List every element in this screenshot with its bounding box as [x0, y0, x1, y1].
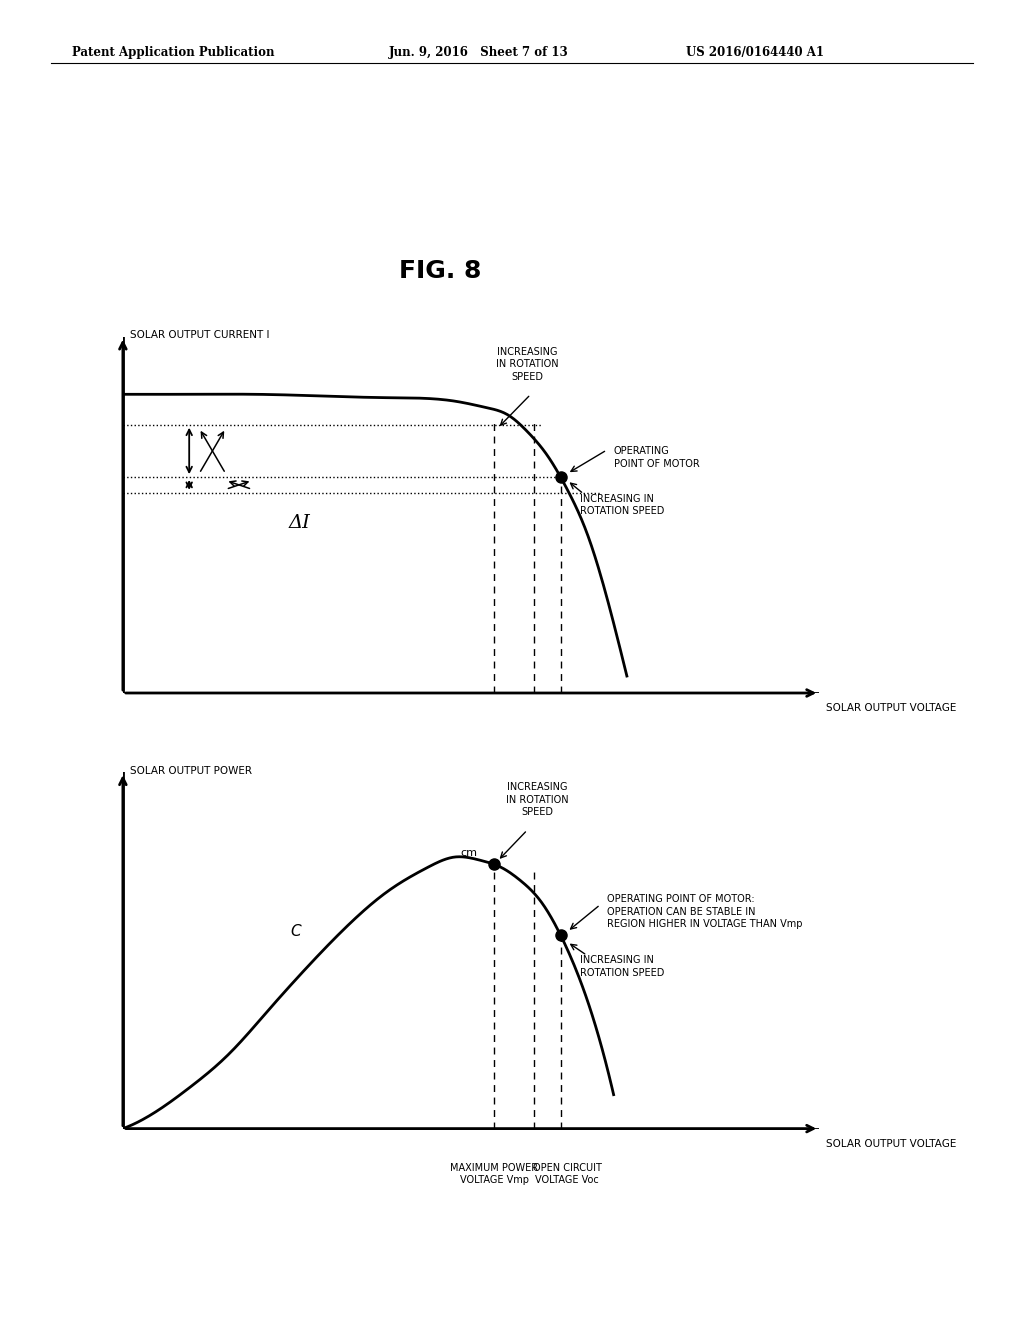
Text: SOLAR OUTPUT VOLTAGE: SOLAR OUTPUT VOLTAGE	[825, 704, 956, 713]
Text: INCREASING
IN ROTATION
SPEED: INCREASING IN ROTATION SPEED	[506, 783, 568, 817]
Text: Jun. 9, 2016   Sheet 7 of 13: Jun. 9, 2016 Sheet 7 of 13	[389, 46, 569, 59]
Text: SOLAR OUTPUT CURRENT I: SOLAR OUTPUT CURRENT I	[129, 330, 269, 341]
Text: OPERATING POINT OF MOTOR:
OPERATION CAN BE STABLE IN
REGION HIGHER IN VOLTAGE TH: OPERATING POINT OF MOTOR: OPERATION CAN …	[607, 895, 803, 929]
Text: MAXIMUM POWER
VOLTAGE Vmp: MAXIMUM POWER VOLTAGE Vmp	[451, 1163, 539, 1185]
Text: SOLAR OUTPUT POWER: SOLAR OUTPUT POWER	[129, 766, 252, 776]
Text: cm: cm	[461, 847, 477, 858]
Text: SOLAR OUTPUT VOLTAGE: SOLAR OUTPUT VOLTAGE	[825, 1139, 956, 1148]
Text: US 2016/0164440 A1: US 2016/0164440 A1	[686, 46, 824, 59]
Text: OPERATING
POINT OF MOTOR: OPERATING POINT OF MOTOR	[613, 446, 699, 469]
Text: INCREASING IN
ROTATION SPEED: INCREASING IN ROTATION SPEED	[581, 494, 665, 516]
Text: C: C	[290, 924, 301, 940]
Text: FIG. 8: FIG. 8	[399, 259, 481, 282]
Text: Patent Application Publication: Patent Application Publication	[72, 46, 274, 59]
Text: OPEN CIRCUIT
VOLTAGE Voc: OPEN CIRCUIT VOLTAGE Voc	[532, 1163, 602, 1185]
Text: ΔI: ΔI	[289, 515, 310, 532]
Text: INCREASING IN
ROTATION SPEED: INCREASING IN ROTATION SPEED	[581, 956, 665, 978]
Text: INCREASING
IN ROTATION
SPEED: INCREASING IN ROTATION SPEED	[496, 347, 559, 381]
